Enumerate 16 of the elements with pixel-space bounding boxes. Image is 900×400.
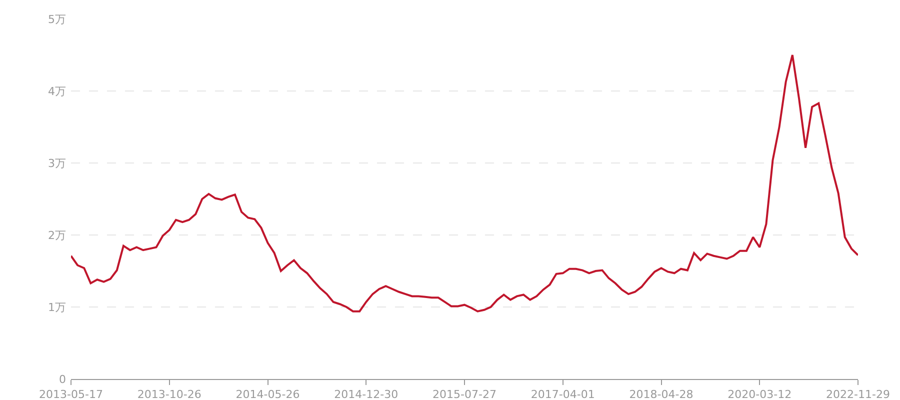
x-tick-label: 2018-04-28 (629, 388, 694, 400)
y-tick-label: 1万 (48, 300, 66, 314)
x-tick-label: 2014-05-26 (236, 388, 300, 400)
y-tick-label: 5万 (48, 12, 66, 26)
y-tick-label: 0 (59, 372, 66, 386)
x-tick-label: 2013-05-17 (39, 388, 103, 400)
x-tick-label: 2022-11-29 (826, 388, 890, 400)
x-tick-label: 2020-03-12 (728, 388, 792, 400)
line-series (71, 54, 858, 312)
y-tick-label: 2万 (48, 228, 66, 242)
y-tick-label: 3万 (48, 156, 66, 170)
x-tick-label: 2014-12-30 (334, 388, 398, 400)
x-tick-label: 2015-07-27 (432, 388, 496, 400)
y-tick-label: 4万 (48, 84, 66, 98)
x-tick-label: 2017-04-01 (530, 388, 595, 400)
x-tick-label: 2013-10-26 (137, 388, 202, 400)
